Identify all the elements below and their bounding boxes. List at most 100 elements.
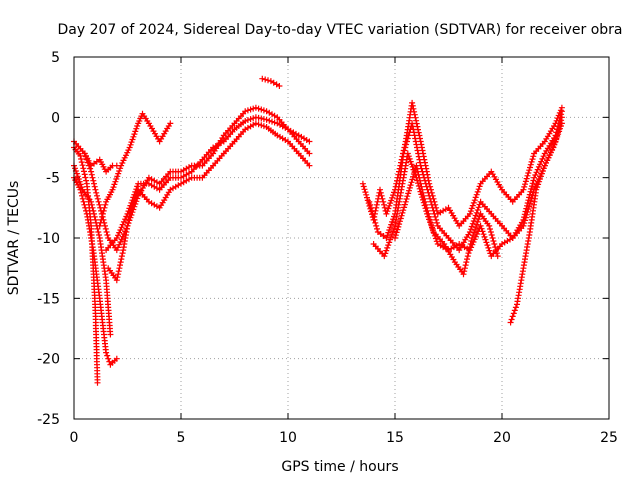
data-point-track-l-132 bbox=[528, 185, 535, 192]
data-point-track-g-3 bbox=[99, 213, 106, 220]
data-point-track-k-85 bbox=[433, 219, 440, 226]
data-point-track-k-107 bbox=[470, 218, 477, 224]
data-point-track-n-52 bbox=[540, 165, 547, 172]
data-point-track-d-10 bbox=[87, 165, 94, 172]
data-point-track-g-29 bbox=[126, 144, 133, 151]
data-point-track-n-5 bbox=[512, 304, 519, 311]
data-point-track-j-74 bbox=[412, 114, 419, 121]
y-tick-label-5: 0 bbox=[51, 110, 60, 126]
data-point-track-k-81 bbox=[430, 207, 437, 214]
data-point-track-c-1 bbox=[72, 165, 78, 172]
data-point-track-l-97 bbox=[480, 231, 487, 238]
data-point-track-f-10 bbox=[117, 262, 123, 269]
data-point-track-j-162 bbox=[526, 167, 533, 174]
data-point-track-j-124 bbox=[468, 205, 475, 212]
data-point-track-m-74 bbox=[466, 244, 473, 251]
data-point-track-l-133 bbox=[529, 183, 535, 190]
data-point-track-k-63 bbox=[415, 153, 422, 160]
x-axis-title: GPS time / hours bbox=[281, 459, 398, 475]
data-point-track-n-48 bbox=[537, 176, 543, 182]
data-point-track-i-1 bbox=[262, 76, 269, 83]
data-point-track-n-69 bbox=[558, 120, 565, 127]
data-point-track-m-47 bbox=[429, 225, 436, 232]
data-point-track-c-24 bbox=[95, 229, 102, 235]
data-point-track-a-4 bbox=[77, 152, 84, 159]
data-point-track-d-40 bbox=[116, 241, 123, 248]
data-point-track-l-126 bbox=[524, 202, 530, 209]
data-point-track-g-7 bbox=[102, 201, 109, 208]
data-point-track-l-6 bbox=[382, 250, 389, 257]
data-point-track-g-30 bbox=[127, 141, 134, 148]
data-point-track-l-11 bbox=[387, 236, 394, 243]
data-point-track-b-10 bbox=[81, 201, 88, 208]
data-point-track-m-11 bbox=[401, 204, 408, 211]
data-point-track-d-41 bbox=[117, 239, 124, 245]
data-point-track-d-17 bbox=[92, 186, 99, 193]
data-point-track-n-67 bbox=[557, 125, 563, 132]
data-point-track-m-75 bbox=[467, 241, 474, 247]
data-point-track-m-100 bbox=[493, 250, 500, 257]
data-point-track-k-14 bbox=[384, 232, 391, 239]
data-point-track-l-141 bbox=[537, 161, 543, 168]
data-point-track-d-13 bbox=[89, 174, 96, 181]
data-point-track-j-1 bbox=[360, 183, 367, 190]
y-tick-label-6: 5 bbox=[51, 50, 60, 66]
data-point-track-k-84 bbox=[433, 216, 440, 223]
data-point-track-d-30 bbox=[102, 225, 109, 232]
data-point-track-d-111 bbox=[250, 105, 257, 112]
data-point-track-m-98 bbox=[492, 244, 499, 251]
data-point-track-d-14 bbox=[90, 177, 97, 184]
data-point-track-n-64 bbox=[554, 133, 561, 140]
data-point-track-j-160 bbox=[524, 172, 531, 179]
data-point-track-e-78 bbox=[263, 116, 270, 123]
data-point-track-m-37 bbox=[421, 195, 428, 202]
data-point-track-j-38 bbox=[390, 192, 397, 199]
data-point-track-k-44 bbox=[402, 144, 409, 151]
data-point-track-l-135 bbox=[530, 177, 537, 184]
data-point-track-e-70 bbox=[242, 118, 249, 124]
data-point-track-m-17 bbox=[406, 187, 412, 194]
data-point-track-m-40 bbox=[423, 204, 430, 211]
data-point-track-k-77 bbox=[427, 195, 434, 202]
data-point-track-l-129 bbox=[526, 194, 533, 201]
data-point-track-d-20 bbox=[94, 195, 101, 202]
data-point-track-m-44 bbox=[427, 216, 434, 223]
data-point-track-l-122 bbox=[521, 214, 528, 221]
data-point-track-j-69 bbox=[409, 99, 416, 106]
data-point-track-j-131 bbox=[475, 186, 482, 193]
data-point-track-j-36 bbox=[388, 197, 395, 204]
y-axis-title: SDTVAR / TECUs bbox=[6, 181, 22, 296]
data-point-track-j-155 bbox=[520, 186, 527, 193]
data-point-track-m-38 bbox=[422, 198, 428, 205]
data-point-track-m-80 bbox=[471, 227, 478, 233]
data-point-track-j-167 bbox=[530, 153, 537, 160]
series-track-i bbox=[259, 75, 283, 89]
data-point-track-m-14 bbox=[403, 196, 410, 202]
data-point-track-j-123 bbox=[467, 208, 474, 215]
data-point-track-n-61 bbox=[551, 141, 558, 148]
data-point-track-m-77 bbox=[469, 235, 475, 241]
data-point-track-f-111 bbox=[306, 162, 313, 169]
data-point-track-d-22 bbox=[96, 201, 103, 208]
data-point-track-k-79 bbox=[428, 201, 435, 208]
data-point-track-n-1 bbox=[508, 316, 515, 323]
data-point-track-m-82 bbox=[473, 221, 480, 228]
data-point-track-d-16 bbox=[91, 183, 98, 190]
data-point-track-j-157 bbox=[522, 181, 528, 188]
series-track-f bbox=[105, 120, 313, 284]
data-point-track-l-99 bbox=[482, 236, 489, 243]
data-point-track-k-19 bbox=[389, 218, 396, 225]
data-point-track-j-129 bbox=[473, 191, 480, 198]
data-point-track-j-2 bbox=[361, 186, 368, 193]
data-point-track-j-161 bbox=[525, 170, 532, 176]
data-point-track-k-8 bbox=[373, 222, 380, 229]
data-point-track-k-106 bbox=[469, 220, 476, 227]
data-point-track-k-20 bbox=[390, 216, 397, 223]
data-point-track-m-16 bbox=[405, 190, 412, 197]
data-point-track-m-95 bbox=[489, 235, 496, 241]
data-point-track-j-128 bbox=[472, 194, 479, 201]
data-point-track-c-17 bbox=[90, 207, 97, 214]
x-tick-label-4: 20 bbox=[493, 430, 511, 446]
data-point-track-m-1 bbox=[392, 232, 399, 239]
data-point-track-e-24 bbox=[134, 183, 141, 190]
